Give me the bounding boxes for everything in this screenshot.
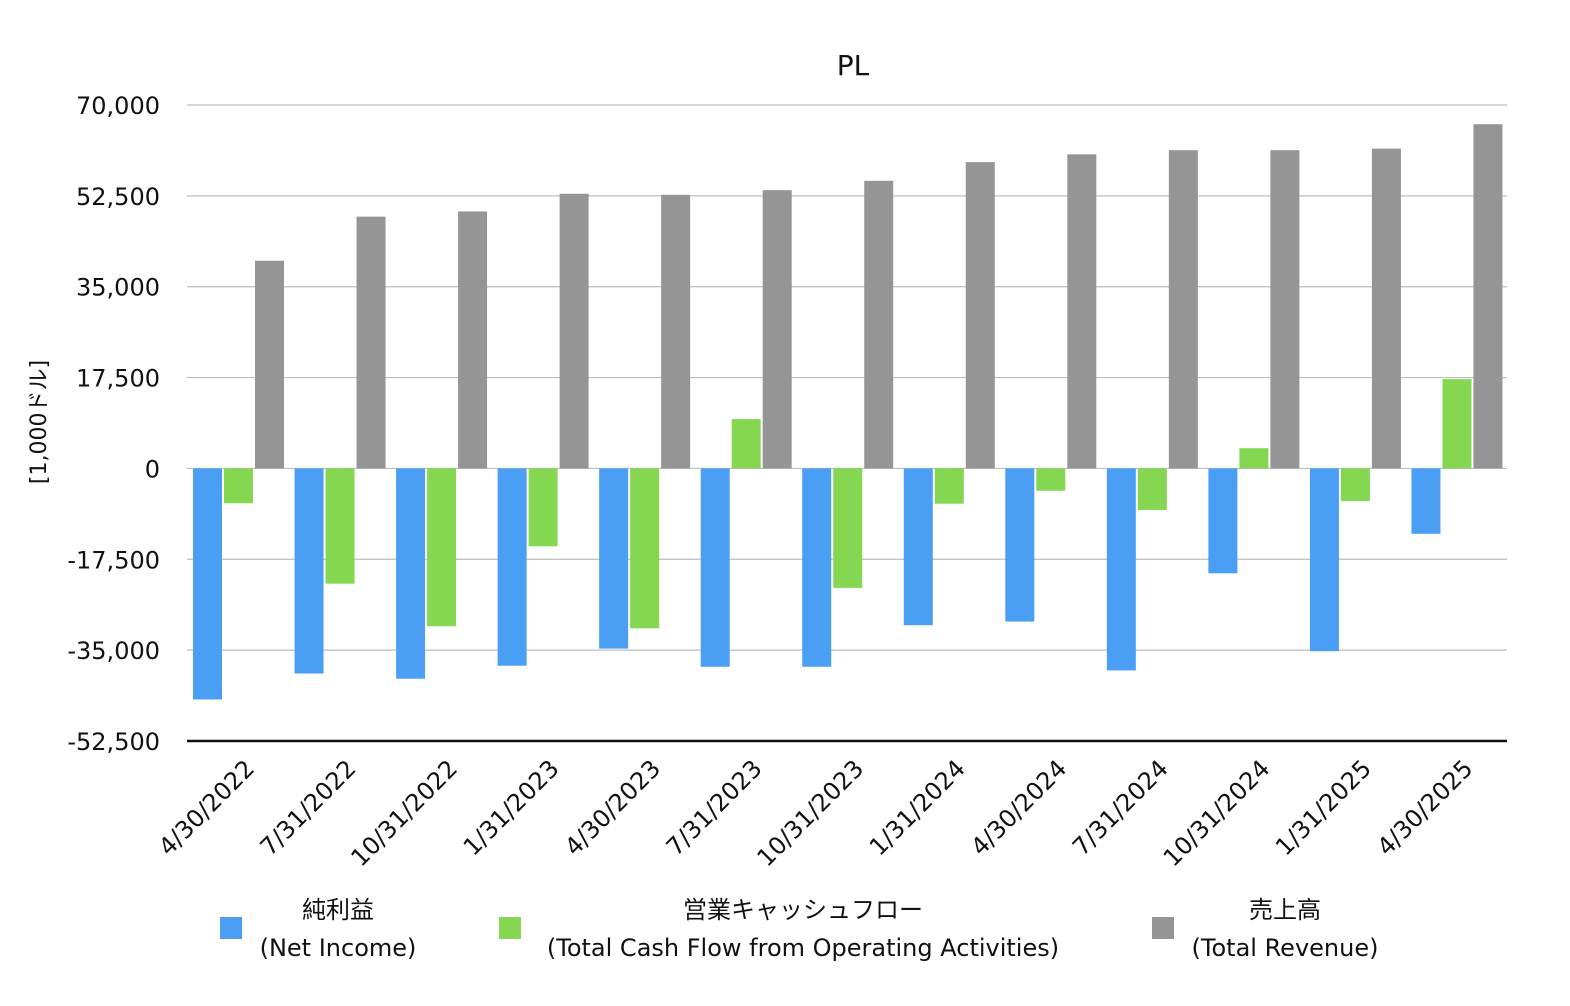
bar [294,468,324,674]
y-tick-label: 17,500 [76,365,160,393]
bar [1442,379,1472,469]
bar [599,468,629,649]
bar [427,468,457,627]
legend-label-sub: (Total Cash Flow from Operating Activiti… [547,934,1059,962]
y-tick-label: 0 [145,455,160,483]
y-tick-label: -52,500 [67,728,160,756]
x-tick-label: 10/31/2022 [345,754,463,872]
y-tick-label: -35,000 [67,637,160,665]
bar [396,468,426,679]
bar [1168,150,1198,469]
x-tick-label: 7/31/2023 [661,754,768,861]
x-tick-label: 4/30/2024 [966,754,1073,861]
bar [1340,468,1370,502]
bar [255,260,284,469]
bar [1411,468,1441,534]
bar [934,468,964,504]
legend: 純利益 (Net Income) 営業キャッシュフロー (Total Cash Flo… [220,896,1378,962]
bar [1270,150,1300,469]
legend-label: 営業キャッシュフロー [683,896,923,924]
bar [864,180,894,469]
bar [833,468,863,588]
legend-swatch [499,917,521,939]
bar [458,211,488,469]
bar [1067,154,1097,469]
x-tick-label: 7/31/2024 [1067,754,1174,861]
x-tick-label: 1/31/2023 [458,754,565,861]
y-tick-labels: 70,000 52,500 35,000 17,500 0 -17,500 -35,000 -… [67,92,160,756]
x-tick-label: 4/30/2022 [153,754,260,861]
legend-label: 売上高 [1249,896,1321,924]
bar [802,468,832,667]
bar [1239,448,1269,469]
bar [1208,468,1238,574]
x-tick-label: 7/31/2022 [255,754,362,861]
x-tick-label: 1/31/2025 [1270,754,1377,861]
bar [700,468,730,667]
legend-swatch [220,917,242,939]
bar [1005,468,1035,622]
bar [1036,468,1066,491]
bar [1473,124,1503,469]
chart-title: PL [837,49,870,82]
x-tick-label: 4/30/2025 [1372,754,1479,861]
x-tick-label: 10/31/2024 [1158,754,1276,872]
bar [559,193,589,469]
bar [528,468,558,547]
bar [965,162,995,469]
bar [661,194,691,469]
bar [1309,468,1339,652]
bar [325,468,355,584]
bar [497,468,527,666]
bar [630,468,660,629]
bars [193,124,1503,700]
bar [762,190,792,469]
bar [1371,148,1401,469]
x-tick-labels: 4/30/20227/31/202210/31/20221/31/20234/3… [153,754,1478,872]
legend-label-sub: (Total Revenue) [1192,934,1379,962]
bar [224,468,253,504]
legend-label-sub: (Net Income) [260,934,417,962]
legend-label: 純利益 [302,896,374,924]
legend-swatch [1152,917,1174,939]
y-tick-label: 52,500 [76,183,160,211]
x-tick-label: 1/31/2024 [864,754,971,861]
bar [356,216,386,469]
x-tick-label: 10/31/2023 [752,754,870,872]
y-axis-title: [1,000ドル] [27,360,52,484]
y-tick-label: 35,000 [76,274,160,302]
bar [903,468,933,626]
x-tick-label: 4/30/2023 [559,754,666,861]
bar [731,419,761,469]
bar [1106,468,1136,671]
bar [193,468,222,700]
y-tick-label: 70,000 [76,92,160,120]
y-tick-label: -17,500 [67,546,160,574]
bar [1137,468,1167,510]
